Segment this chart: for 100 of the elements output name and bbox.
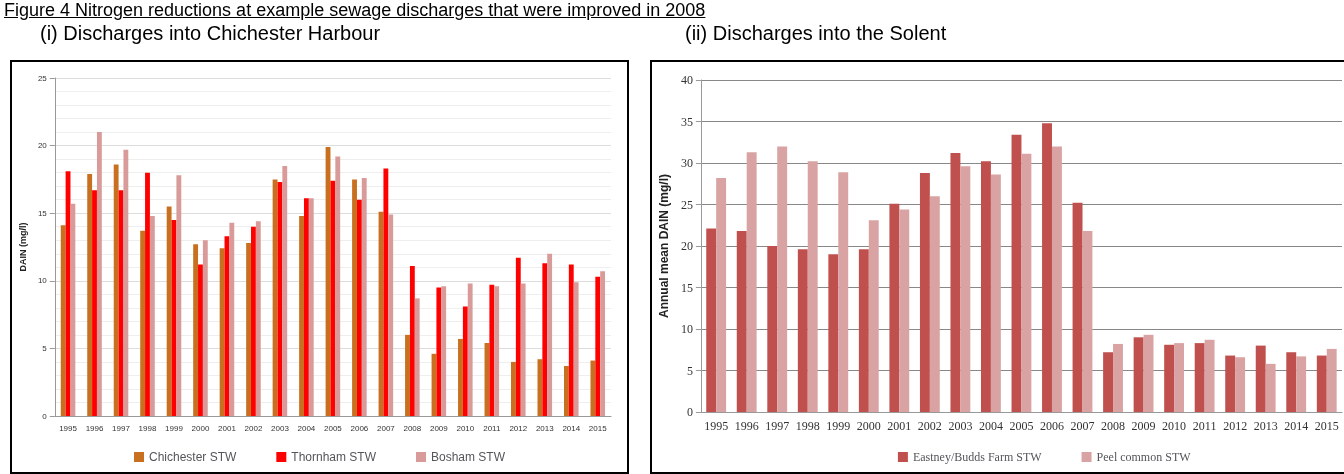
bar (489, 284, 495, 416)
bar (60, 225, 66, 416)
x-tick-label: 2003 (271, 423, 290, 433)
x-tick-label: 2014 (1284, 419, 1309, 433)
y-tick-label: 30 (680, 156, 693, 170)
x-tick-label: 2013 (535, 423, 555, 433)
bar (777, 146, 788, 412)
x-tick-label: 1998 (138, 423, 157, 433)
x-tick-label: 2012 (1223, 419, 1248, 433)
bar (919, 172, 930, 412)
bar (462, 306, 468, 416)
bar (1255, 345, 1266, 412)
bar (1021, 153, 1032, 412)
bar (899, 209, 910, 412)
bar (303, 198, 309, 416)
x-tick-label: 2015 (1314, 419, 1339, 433)
bar (330, 180, 336, 416)
bar (807, 161, 818, 412)
bar (193, 244, 199, 416)
bar (1133, 337, 1144, 412)
y-tick-label: 20 (680, 239, 693, 253)
bar (1082, 231, 1093, 412)
x-tick-label: 2005 (1009, 419, 1034, 433)
bar (716, 177, 727, 412)
y-tick-label: 5 (42, 343, 48, 353)
chart-title: (ii) Discharges into the Solent (685, 22, 947, 44)
x-tick-label: 2004 (978, 419, 1003, 433)
x-tick-label: 2005 (324, 423, 343, 433)
x-tick-label: 1999 (826, 419, 851, 433)
x-tick-label: 2007 (376, 423, 396, 433)
bar (1051, 146, 1062, 412)
x-tick-label: 2009 (1131, 419, 1156, 433)
x-tick-label: 2008 (403, 423, 422, 433)
legend-label: Bosham STW (431, 450, 506, 464)
y-tick-label: 25 (680, 197, 693, 212)
bar (746, 152, 757, 412)
bar (299, 215, 304, 416)
bar (277, 182, 283, 416)
bar (706, 228, 717, 412)
bar (92, 190, 97, 416)
x-tick-label: 2002 (917, 419, 942, 433)
bar (1103, 352, 1114, 412)
bar (1174, 343, 1185, 412)
y-tick-label: 10 (37, 276, 48, 286)
caption: Figure 4 Nitrogen reductions at example sewage discharges that were improved in 2008 (4, 0, 706, 21)
bar (858, 249, 869, 412)
y-tick-label: 0 (686, 405, 693, 419)
bar (113, 164, 119, 416)
bar (1042, 123, 1052, 412)
bar (520, 283, 526, 416)
legend-label: Eastney/Budds Farm STW (912, 450, 1043, 464)
bar (1194, 343, 1205, 412)
bar (595, 276, 601, 416)
bar (568, 264, 574, 416)
bar (388, 214, 394, 416)
bar (458, 338, 463, 416)
legend-label: Thornham STW (291, 450, 377, 464)
bar (282, 165, 288, 416)
bar (441, 286, 447, 416)
x-tick-label: 2013 (1253, 419, 1278, 433)
x-tick-label: 2015 (588, 423, 608, 433)
y-axis-title: Annual mean DAIN (mg/l) (657, 173, 671, 319)
bar (1316, 355, 1327, 412)
x-tick-label: 2008 (1101, 419, 1126, 433)
bar (1164, 344, 1175, 412)
y-axis-title: DAIN (mg/l) (17, 222, 28, 272)
x-tick-label: 2007 (1070, 419, 1095, 433)
bar (1265, 363, 1276, 412)
bar (511, 361, 516, 416)
bar (219, 248, 225, 416)
bar (767, 246, 778, 412)
y-tick-label: 0 (42, 411, 48, 421)
legend-label: Peel common STW (1096, 450, 1192, 464)
bar (573, 282, 579, 416)
bar (950, 153, 961, 412)
bar (889, 203, 900, 412)
bar (828, 254, 839, 412)
bar (383, 168, 389, 416)
y-tick-label: 20 (37, 141, 48, 151)
bar (149, 215, 155, 416)
bar (1011, 134, 1022, 412)
x-tick-label: 1996 (734, 419, 759, 433)
bar (166, 206, 172, 416)
x-tick-label: 1995 (59, 423, 78, 433)
x-tick-label: 2003 (948, 419, 973, 433)
x-tick-label: 2010 (1162, 419, 1187, 433)
bar (1204, 339, 1215, 412)
x-tick-label: 1996 (85, 423, 104, 433)
legend-label: Chichester STW (148, 450, 237, 464)
bar (202, 240, 208, 416)
bar (736, 231, 747, 412)
bar (251, 226, 256, 416)
bar (246, 242, 252, 416)
bar (590, 360, 596, 416)
bar (1296, 356, 1307, 412)
bar (1286, 352, 1297, 412)
bar (140, 230, 146, 416)
bar (436, 287, 442, 416)
x-tick-label: 2001 (887, 419, 912, 433)
bar (335, 156, 341, 416)
